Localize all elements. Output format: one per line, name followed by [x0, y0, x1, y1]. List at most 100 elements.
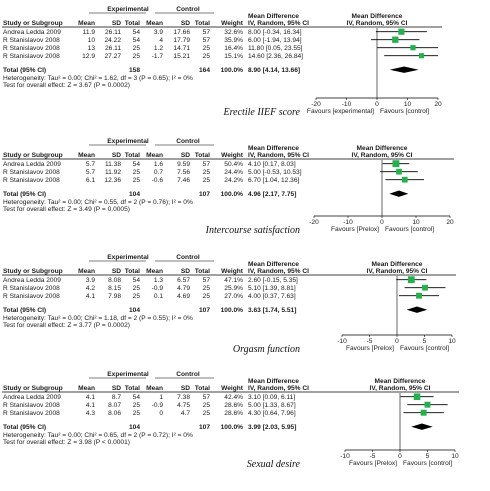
forest-panel: Experimental Control Mean Difference Mean D…	[2, 254, 456, 355]
experimental-mean: 4.1	[86, 402, 95, 409]
x-axis-tick-label: 0	[395, 338, 399, 345]
column-header: Study or Subgroup	[3, 152, 63, 159]
column-header: Mean	[146, 385, 163, 392]
experimental-mean: 13	[88, 45, 96, 52]
experimental-total: 25	[133, 45, 141, 52]
experimental-sd: 24.22	[104, 37, 121, 44]
overall-effect-text: Test for overall effect: Z = 3.49 (P = 0…	[3, 206, 130, 213]
column-header: Total	[125, 385, 140, 392]
overall-effect-text: Test for overall effect: Z = 3.77 (P = 0…	[3, 322, 130, 329]
panel-caption: Orgasm function	[233, 344, 300, 355]
experimental-total: 54	[133, 37, 141, 44]
experimental-group-header: Experimental	[107, 6, 149, 13]
experimental-sd: 12.36	[104, 177, 121, 184]
control-total: 57	[203, 29, 211, 36]
column-header: Total	[195, 268, 210, 275]
study-effect-marker	[392, 36, 399, 43]
experimental-mean: 4.1	[86, 293, 95, 300]
study-ci-text: 5.00 [1.33, 8.67]	[248, 402, 296, 409]
control-sd: 17.79	[173, 37, 190, 44]
experimental-mean: 5.7	[86, 161, 95, 168]
favours-left-label: Favours [Prelox]	[346, 345, 394, 352]
x-axis-tick-label: -20	[309, 219, 319, 226]
control-total: 57	[203, 277, 211, 284]
column-header: Weight	[221, 385, 244, 392]
total-label: Total (95% CI)	[3, 307, 46, 314]
column-header: IV, Random, 95% CI	[248, 385, 309, 392]
x-axis-tick-label: -20	[311, 101, 321, 108]
plot-header: Mean Difference	[372, 261, 423, 268]
experimental-total: 25	[133, 285, 141, 292]
study-name: R Stanislavov 2008	[3, 53, 60, 60]
forest-panel: Experimental Control Mean Difference Mean D…	[2, 6, 442, 118]
experimental-mean: 3.9	[86, 277, 95, 284]
forest-panel: Experimental Control Mean Difference Mean D…	[2, 371, 459, 470]
total-label: Total (95% CI)	[3, 191, 46, 198]
control-mean: 1.3	[154, 277, 163, 284]
heterogeneity-text: Heterogeneity: Tau² = 0.00; Chi² = 1.18,…	[3, 315, 193, 322]
column-header: Weight	[221, 268, 244, 275]
column-header: Study or Subgroup	[3, 268, 63, 275]
control-sd: 4.75	[177, 402, 190, 409]
total-experimental: 104	[129, 191, 140, 198]
study-effect-marker	[401, 176, 408, 183]
column-header: IV, Random, 95% CI	[347, 20, 408, 27]
study-name: Andrea Ledda 2009	[3, 277, 61, 284]
pooled-effect-diamond	[389, 66, 419, 73]
total-experimental: 158	[129, 67, 140, 74]
study-name: Andrea Ledda 2009	[3, 29, 61, 36]
total-control: 164	[199, 67, 210, 74]
column-header: IV, Random, 95% CI	[367, 268, 428, 275]
control-group-header: Control	[176, 138, 200, 145]
study-name: R Stanislavov 2008	[3, 45, 60, 52]
pooled-effect-diamond	[406, 306, 428, 313]
column-header: Weight	[221, 152, 244, 159]
heterogeneity-text: Heterogeneity: Tau² = 0.00; Chi² = 1.62,…	[3, 75, 193, 82]
experimental-total: 25	[133, 410, 141, 417]
control-sd: 6.57	[177, 277, 190, 284]
control-sd: 4.69	[177, 293, 190, 300]
control-total: 25	[203, 169, 211, 176]
control-total: 57	[203, 161, 211, 168]
column-header: IV, Random, 95% CI	[248, 20, 309, 27]
total-weight: 100.0%	[221, 424, 244, 431]
total-label: Total (95% CI)	[3, 67, 46, 74]
column-header: SD	[181, 152, 190, 159]
control-sd: 4.7	[181, 410, 190, 417]
column-header: IV, Random, 95% CI	[352, 152, 413, 159]
mean-difference-header: Mean Difference	[248, 13, 299, 20]
control-group-header: Control	[176, 6, 200, 13]
control-group-header: Control	[176, 254, 200, 261]
study-effect-marker	[416, 292, 422, 299]
study-ci-text: 4.00 [0.37, 7.63]	[248, 293, 296, 300]
experimental-total: 25	[133, 402, 141, 409]
column-header: SD	[112, 152, 121, 159]
panel-caption: Sexual desire	[247, 459, 301, 470]
column-header: Total	[125, 268, 140, 275]
study-weight: 28.6%	[224, 402, 243, 409]
column-header: IV, Random, 95% CI	[248, 152, 309, 159]
control-sd: 17.66	[173, 29, 190, 36]
control-total: 25	[203, 45, 211, 52]
experimental-mean: 12.9	[82, 53, 95, 60]
panel-caption: Intercourse satisfaction	[205, 225, 300, 236]
x-axis-tick-label: 20	[446, 219, 454, 226]
x-axis-tick-label: -10	[343, 219, 353, 226]
study-weight: 24.2%	[224, 177, 243, 184]
control-total: 25	[203, 177, 211, 184]
study-ci-text: 14.60 [2.36, 26.84]	[248, 53, 303, 60]
control-sd: 4.79	[177, 285, 190, 292]
total-control: 107	[199, 307, 210, 314]
experimental-mean: 4.3	[86, 410, 95, 417]
experimental-sd: 8.7	[112, 394, 121, 401]
x-axis-tick-label: 0	[398, 453, 402, 460]
column-header: IV, Random, 95% CI	[370, 385, 431, 392]
x-axis-tick-label: 10	[404, 101, 412, 108]
study-name: R Stanislavov 2008	[3, 410, 60, 417]
experimental-total: 54	[133, 29, 141, 36]
study-weight: 50.4%	[224, 161, 243, 168]
x-axis-tick-label: 10	[412, 219, 420, 226]
study-name: R Stanislavov 2008	[3, 285, 60, 292]
experimental-sd: 11.38	[105, 161, 121, 168]
study-ci-text: 5.00 [-0.53, 10.53]	[248, 169, 302, 176]
